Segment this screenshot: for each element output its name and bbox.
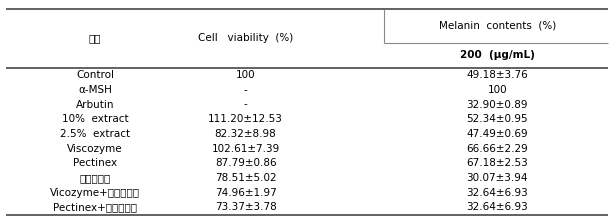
Text: Pectinex: Pectinex: [73, 158, 117, 168]
Text: α-MSH: α-MSH: [78, 85, 112, 95]
Text: 67.18±2.53: 67.18±2.53: [467, 158, 528, 168]
Text: Arbutin: Arbutin: [76, 100, 114, 110]
Text: 52.34±0.95: 52.34±0.95: [467, 114, 528, 124]
Text: Cell   viability  (%): Cell viability (%): [198, 33, 293, 43]
Text: 100: 100: [236, 70, 255, 80]
Text: 111.20±12.53: 111.20±12.53: [208, 114, 283, 124]
Text: -: -: [244, 85, 247, 95]
Text: Pectinex+초고압균질: Pectinex+초고압균질: [53, 202, 137, 212]
Text: 32.64±6.93: 32.64±6.93: [467, 202, 528, 212]
Text: 82.32±8.98: 82.32±8.98: [215, 129, 276, 139]
Text: 32.90±0.89: 32.90±0.89: [467, 100, 528, 110]
Text: Control: Control: [76, 70, 114, 80]
Text: 30.07±3.94: 30.07±3.94: [467, 173, 528, 183]
Text: 47.49±0.69: 47.49±0.69: [467, 129, 528, 139]
Text: 87.79±0.86: 87.79±0.86: [215, 158, 276, 168]
Text: Vicozyme+초고압균질: Vicozyme+초고압균질: [50, 188, 140, 198]
Text: 78.51±5.02: 78.51±5.02: [215, 173, 276, 183]
Text: 참취: 참취: [89, 33, 101, 43]
Text: 100: 100: [488, 85, 507, 95]
Text: Melanin  contents  (%): Melanin contents (%): [439, 21, 556, 31]
Text: 102.61±7.39: 102.61±7.39: [211, 144, 280, 154]
Text: 2.5%  extract: 2.5% extract: [60, 129, 130, 139]
Text: 73.37±3.78: 73.37±3.78: [215, 202, 276, 212]
Text: 초고압균질: 초고압균질: [80, 173, 111, 183]
Text: 32.64±6.93: 32.64±6.93: [467, 188, 528, 198]
Text: 10%  extract: 10% extract: [62, 114, 128, 124]
Text: 200  (μg/mL): 200 (μg/mL): [460, 50, 535, 60]
Text: 66.66±2.29: 66.66±2.29: [467, 144, 528, 154]
Text: Viscozyme: Viscozyme: [68, 144, 123, 154]
Text: 49.18±3.76: 49.18±3.76: [467, 70, 528, 80]
Text: -: -: [244, 100, 247, 110]
Text: 74.96±1.97: 74.96±1.97: [215, 188, 276, 198]
